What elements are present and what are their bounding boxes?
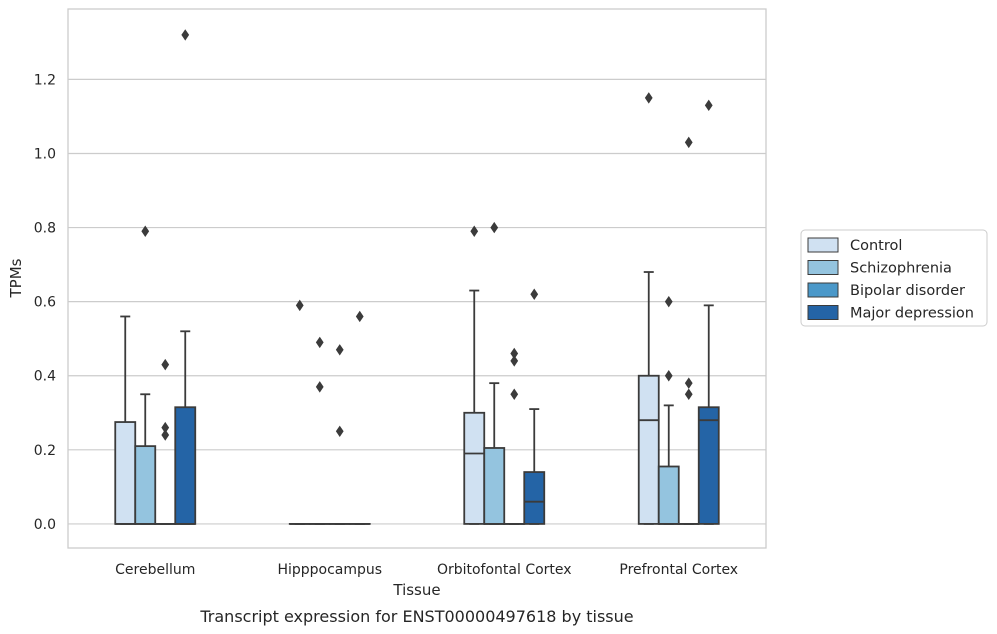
outlier-point <box>684 388 693 400</box>
outlier-point <box>684 377 693 389</box>
box-iqr <box>463 411 486 525</box>
box-group <box>503 347 526 525</box>
box-group <box>463 225 486 525</box>
legend: Control Schizophrenia Bipolar disorder Majo… <box>800 229 988 327</box>
box-group <box>174 29 197 525</box>
outlier-point <box>530 288 539 300</box>
x-tick-label: Hipppocampus <box>277 562 382 578</box>
box-iqr <box>134 445 157 525</box>
box-iqr <box>174 406 197 525</box>
box-group <box>637 92 660 525</box>
legend-swatch <box>807 282 839 298</box>
legend-label: Bipolar disorder <box>850 283 965 299</box>
outlier-point <box>335 344 344 356</box>
legend-swatch <box>807 260 839 275</box>
outlier-point <box>704 99 713 112</box>
legend-label: Schizophrenia <box>850 261 952 277</box>
x-tick-label: Cerebellum <box>115 562 195 578</box>
legend-swatch <box>807 305 839 320</box>
box-group <box>154 358 177 525</box>
box-group <box>348 310 371 525</box>
outlier-point <box>181 29 190 41</box>
y-axis-ticks: 0.0 0.2 0.4 0.6 0.8 1.0 1.2 <box>34 72 56 533</box>
box-iqr <box>523 471 546 525</box>
outlier-point <box>470 225 479 237</box>
outlier-point <box>161 429 170 441</box>
box-iqr <box>637 374 660 525</box>
legend-label: Control <box>850 238 902 254</box>
boxes-layer <box>114 29 720 525</box>
x-axis-ticks: Cerebellum Hipppocampus Orbitofontal Corte… <box>115 562 738 578</box>
legend-frame <box>800 229 988 327</box>
x-tick-label: Orbitofontal Cortex <box>437 562 572 578</box>
box-group <box>657 295 680 525</box>
outlier-point <box>510 388 519 400</box>
box-group <box>328 344 351 525</box>
legend-label: Major depression <box>850 306 974 322</box>
y-tick-label: 0.8 <box>34 221 56 237</box>
y-tick-label: 0.4 <box>34 369 56 385</box>
outlier-point <box>315 336 324 349</box>
box-group <box>523 288 546 525</box>
y-tick-label: 0.0 <box>34 517 56 533</box>
outlier-point <box>510 355 519 367</box>
box-group <box>483 221 506 525</box>
outlier-point <box>315 381 324 393</box>
box-group <box>114 315 137 525</box>
x-tick-label: Prefrontal Cortex <box>619 562 738 578</box>
plot-frame <box>67 8 767 549</box>
box-group <box>677 136 700 525</box>
outlier-point <box>644 92 653 104</box>
outlier-point <box>664 295 673 308</box>
legend-swatch <box>807 237 839 253</box>
y-tick-label: 0.6 <box>34 295 56 311</box>
box-group <box>697 99 720 525</box>
box-group <box>288 299 311 525</box>
outlier-point <box>664 370 673 382</box>
outlier-point <box>141 225 150 237</box>
outlier-point <box>161 358 170 371</box>
y-tick-label: 0.2 <box>34 443 56 459</box>
grid-layer <box>68 78 766 525</box>
outlier-point <box>355 310 364 323</box>
chart-caption: Transcript expression for ENST0000049761… <box>199 607 633 626</box>
outlier-point <box>490 221 499 234</box>
box-iqr <box>697 406 720 525</box>
outlier-point <box>295 299 304 312</box>
outlier-point <box>684 136 693 149</box>
y-tick-label: 1.2 <box>34 72 56 88</box>
y-axis-title: TPMs <box>7 258 25 298</box>
box-iqr <box>483 447 506 525</box>
box-iqr <box>657 465 680 525</box>
box-group <box>134 225 157 525</box>
box-group <box>308 336 331 525</box>
box-iqr <box>114 421 137 525</box>
x-axis-title: Tissue <box>392 581 440 599</box>
outlier-point <box>335 425 344 438</box>
y-tick-label: 1.0 <box>34 146 56 162</box>
